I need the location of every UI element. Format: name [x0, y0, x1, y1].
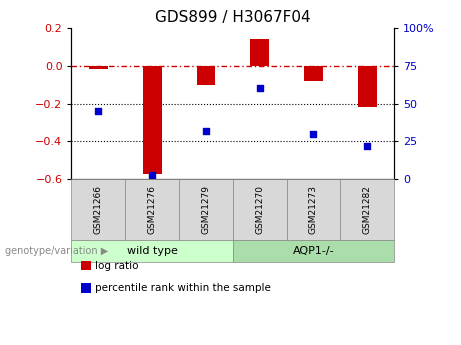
- Title: GDS899 / H3067F04: GDS899 / H3067F04: [155, 10, 311, 25]
- Text: percentile rank within the sample: percentile rank within the sample: [95, 283, 272, 293]
- Point: [148, 172, 156, 178]
- Text: GSM21273: GSM21273: [309, 185, 318, 234]
- Point: [310, 131, 317, 137]
- Bar: [250, 39, 269, 66]
- Point: [95, 108, 102, 114]
- Point: [364, 143, 371, 149]
- Text: GSM21276: GSM21276: [148, 185, 157, 234]
- Bar: [89, 66, 108, 69]
- Text: GSM21279: GSM21279: [201, 185, 210, 234]
- Point: [202, 128, 210, 134]
- Text: wild type: wild type: [127, 246, 177, 256]
- Text: GSM21282: GSM21282: [363, 185, 372, 234]
- Text: genotype/variation ▶: genotype/variation ▶: [5, 246, 108, 256]
- Text: AQP1-/-: AQP1-/-: [293, 246, 334, 256]
- Bar: [304, 66, 323, 81]
- Point: [256, 86, 263, 91]
- Text: GSM21266: GSM21266: [94, 185, 103, 234]
- Bar: [358, 66, 377, 107]
- Text: GSM21270: GSM21270: [255, 185, 264, 234]
- Text: log ratio: log ratio: [95, 261, 139, 270]
- Bar: [143, 66, 161, 174]
- Bar: [196, 66, 215, 85]
